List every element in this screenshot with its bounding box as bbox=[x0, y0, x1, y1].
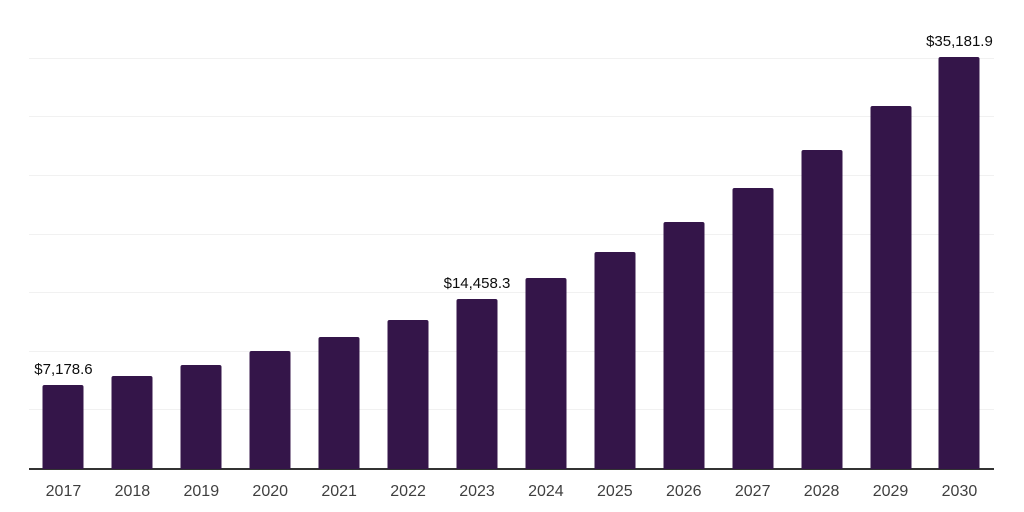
bar-2017[interactable] bbox=[42, 384, 84, 469]
x-tick-label-2019: 2019 bbox=[183, 483, 220, 500]
bar-2029[interactable] bbox=[870, 106, 912, 469]
bar-2019[interactable] bbox=[180, 364, 222, 469]
bar-2027[interactable] bbox=[732, 188, 774, 469]
bar-band-2021 bbox=[305, 0, 374, 469]
bar-2026[interactable] bbox=[663, 222, 705, 469]
bar-band-2030: $35,181.9 bbox=[925, 0, 994, 469]
bar-band-2024 bbox=[511, 0, 580, 469]
value-label-2023: $14,458.3 bbox=[443, 275, 511, 293]
bar-band-2018 bbox=[98, 0, 167, 469]
bar-band-2017: $7,178.6 bbox=[29, 0, 98, 469]
x-tick-label-2024: 2024 bbox=[528, 483, 564, 500]
bar-band-2019 bbox=[167, 0, 236, 469]
bar-2025[interactable] bbox=[594, 252, 636, 469]
value-label-2017: $7,178.6 bbox=[34, 360, 93, 378]
x-tick-label-2023: 2023 bbox=[459, 483, 495, 500]
bar-band-2022 bbox=[374, 0, 443, 469]
bar-2018[interactable] bbox=[111, 375, 153, 469]
bar-2022[interactable] bbox=[387, 319, 429, 469]
x-tick-label-2022: 2022 bbox=[390, 483, 426, 500]
bar-2020[interactable] bbox=[249, 351, 291, 469]
bar-band-2023: $14,458.3 bbox=[443, 0, 512, 469]
x-tick-label-2018: 2018 bbox=[114, 483, 151, 500]
bar-2024[interactable] bbox=[525, 277, 567, 469]
bar-band-2028 bbox=[787, 0, 856, 469]
plot-area: $7,178.6 $14,458.3 $35,181.9 bbox=[29, 0, 994, 470]
bar-2030[interactable] bbox=[938, 56, 980, 469]
bar-2028[interactable] bbox=[801, 150, 843, 469]
value-label-2030: $35,181.9 bbox=[926, 32, 993, 50]
x-tick-label-2028: 2028 bbox=[803, 483, 840, 500]
x-tick-label-2020: 2020 bbox=[252, 483, 289, 500]
bar-band-2020 bbox=[236, 0, 305, 469]
x-tick-label-2021: 2021 bbox=[321, 483, 357, 500]
x-tick-label-2025: 2025 bbox=[597, 483, 633, 500]
bar-band-2029 bbox=[856, 0, 925, 469]
bar-2021[interactable] bbox=[318, 336, 360, 469]
x-axis-labels: 2017 2018 2019 2020 2021 2022 2023 2024 2025 2026… bbox=[29, 484, 994, 500]
bar-2023[interactable] bbox=[456, 299, 498, 469]
x-tick-label-2029: 2029 bbox=[872, 483, 909, 500]
x-tick-label-2017: 2017 bbox=[45, 483, 82, 500]
x-tick-label-2026: 2026 bbox=[665, 483, 702, 500]
x-axis-line bbox=[29, 468, 994, 470]
x-tick-label-2030: 2030 bbox=[941, 483, 978, 500]
bar-band-2027 bbox=[718, 0, 787, 469]
bar-band-2025 bbox=[580, 0, 649, 469]
bar-band-2026 bbox=[649, 0, 718, 469]
x-tick-label-2027: 2027 bbox=[734, 483, 771, 500]
